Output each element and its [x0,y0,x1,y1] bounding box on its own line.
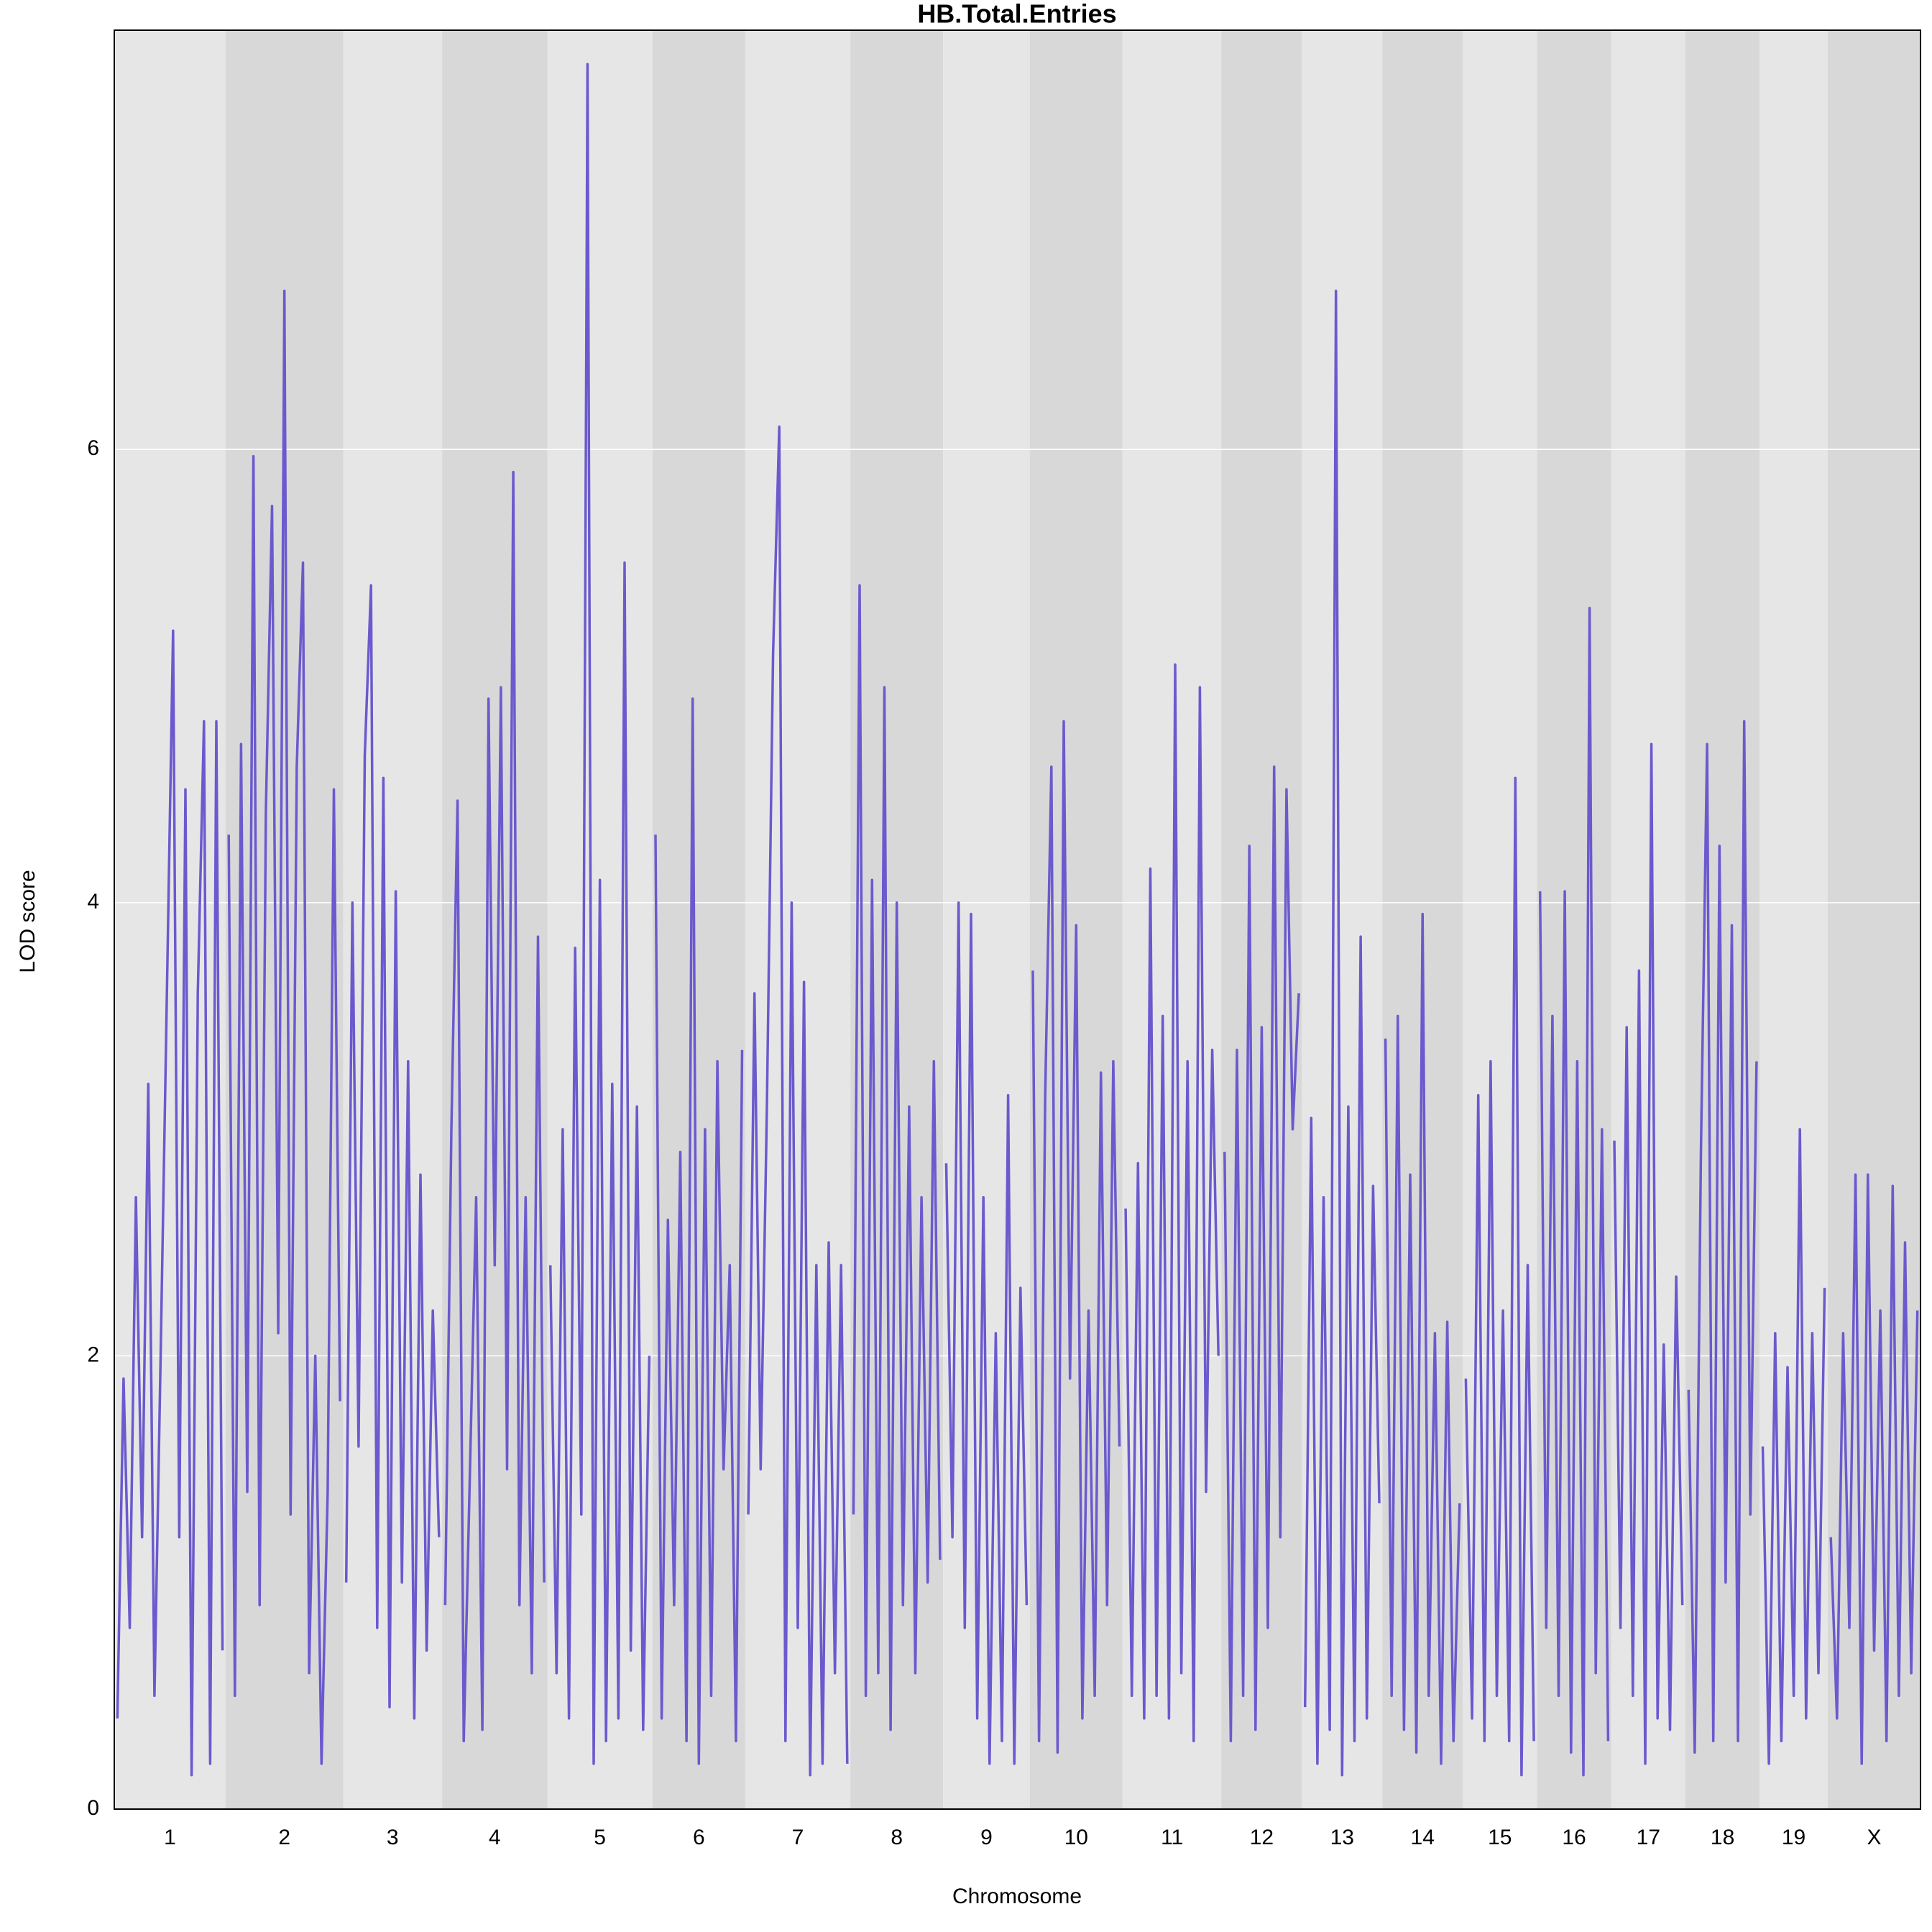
lod-line [747,426,849,1777]
lod-line [1223,765,1300,1743]
y-axis-label: LOD score [16,870,40,972]
plot-border [114,29,1921,1810]
y-tick-label: 0 [87,1796,99,1820]
lod-line [1538,607,1610,1777]
x-tick-label: 19 [1782,1826,1806,1849]
x-tick-label: 9 [980,1826,993,1849]
y-tick-label: 6 [87,436,99,460]
x-tick-label: 13 [1330,1826,1354,1849]
lod-line [1687,719,1758,1754]
x-tick-label: 16 [1562,1826,1586,1849]
lod-line [443,471,546,1743]
x-tick-label: X [1867,1826,1881,1849]
lod-line [548,63,651,1765]
lod-line [1613,742,1684,1765]
x-tick-label: 11 [1161,1826,1183,1849]
lod-line [1031,719,1121,1754]
y-tick-label: 4 [87,890,99,914]
x-tick-label: 15 [1488,1826,1512,1849]
chromosome-band [1827,30,1920,1809]
chromosome-band [114,30,226,1809]
chart-title: HB.Total.Entries [917,0,1116,29]
lod-line [852,584,942,1731]
x-tick-label: 6 [693,1826,705,1849]
chromosome-band [343,30,443,1809]
chromosome-band [1122,30,1222,1809]
x-tick-label: 4 [489,1826,501,1849]
lod-line [1829,1173,1919,1765]
x-tick-label: 10 [1064,1826,1088,1849]
y-tick-label: 2 [87,1343,99,1366]
lod-line [1464,776,1535,1777]
x-tick-label: 18 [1711,1826,1734,1849]
x-tick-label: 5 [594,1826,606,1849]
chromosome-band [652,30,745,1809]
x-tick-label: 1 [164,1826,176,1849]
x-tick-label: 8 [891,1826,903,1849]
x-tick-label: 17 [1637,1826,1660,1849]
x-tick-label: 3 [387,1826,399,1849]
x-tick-label: 14 [1411,1826,1435,1849]
lod-line [1384,912,1461,1765]
x-tick-label: 12 [1250,1826,1274,1849]
x-tick-label: 2 [278,1826,290,1849]
lod-line [1303,289,1381,1777]
lod-line [227,289,341,1765]
lod-line [1124,663,1220,1743]
lod-line [344,584,441,1720]
x-tick-label: 7 [792,1826,804,1849]
chromosome-band [1760,30,1828,1809]
lod-line [1761,1128,1826,1765]
lod-line [116,629,224,1777]
x-axis-label: Chromosome [952,1885,1082,1908]
lod-line [944,901,1029,1765]
lod-line [654,697,744,1765]
